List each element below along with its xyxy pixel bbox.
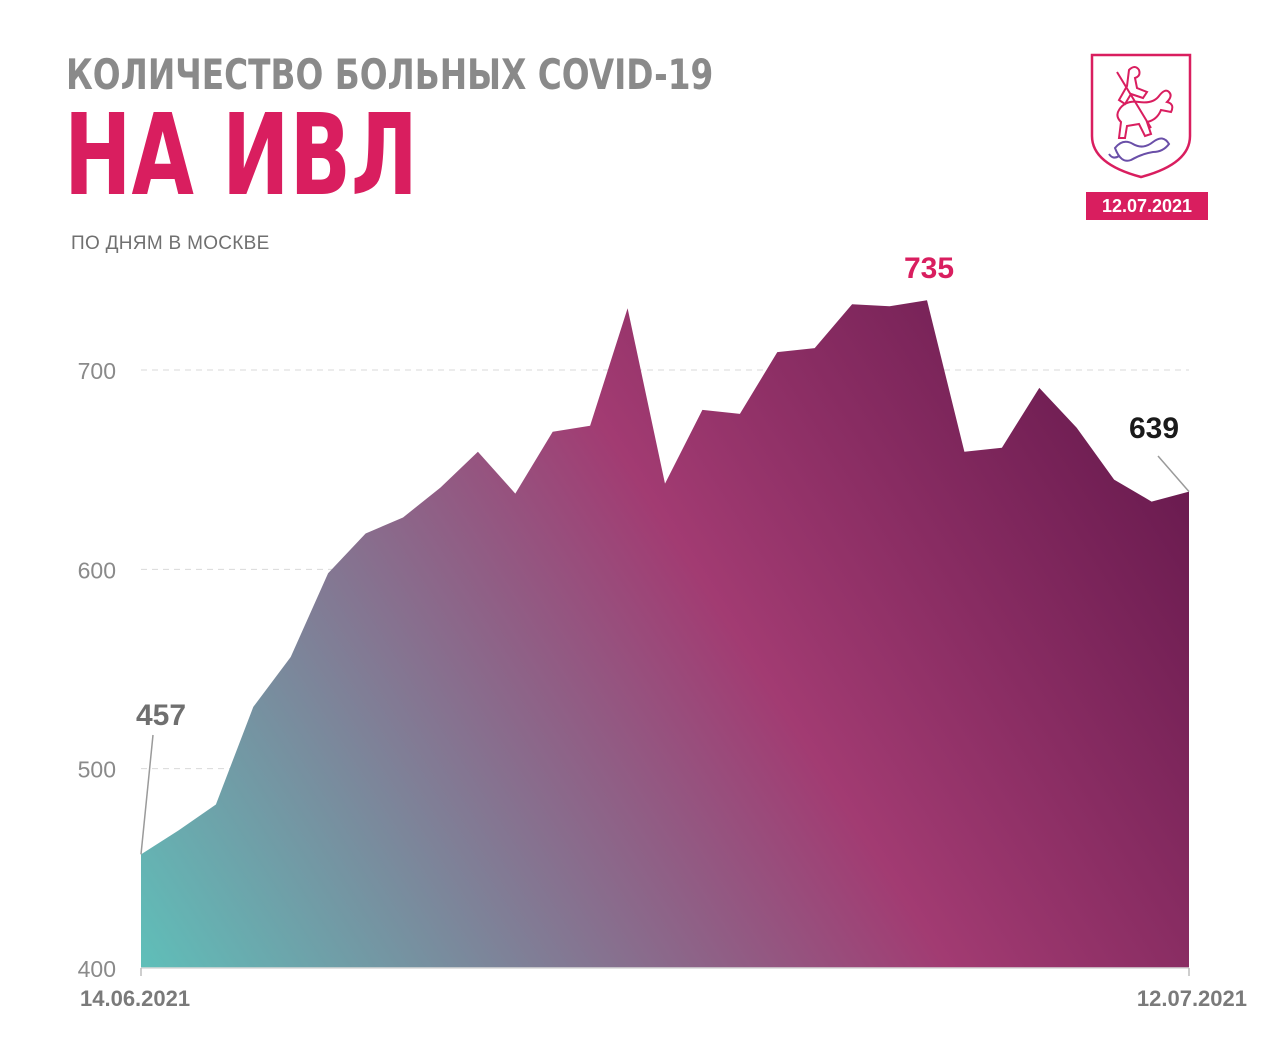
date-badge: 12.07.2021 xyxy=(1086,192,1208,220)
data-point xyxy=(1037,386,1041,390)
data-point xyxy=(663,482,667,486)
data-point xyxy=(962,450,966,454)
data-point xyxy=(1112,478,1116,482)
data-point xyxy=(176,829,180,833)
data-point xyxy=(813,346,817,350)
data-point xyxy=(1075,426,1079,430)
data-point xyxy=(476,450,480,454)
data-point xyxy=(214,803,218,807)
data-point xyxy=(289,655,293,659)
y-tick-label: 400 xyxy=(78,956,116,982)
annotation-leader xyxy=(140,734,154,855)
x-end-label: 12.07.2021 xyxy=(1137,986,1247,1011)
y-tick-label: 700 xyxy=(78,358,116,384)
data-point xyxy=(1150,500,1154,504)
annotation-leader xyxy=(1157,455,1190,493)
data-point xyxy=(551,430,555,434)
data-point xyxy=(513,492,517,496)
annotation-last-value: 639 xyxy=(1129,412,1179,445)
data-point xyxy=(775,350,779,354)
data-point xyxy=(326,571,330,575)
data-point xyxy=(850,302,854,306)
data-point xyxy=(925,298,929,302)
y-tick-label: 600 xyxy=(78,557,116,583)
annotation-first-value: 457 xyxy=(136,699,186,732)
y-tick-label: 500 xyxy=(78,757,116,783)
data-point xyxy=(700,408,704,412)
page-title: НА ИВЛ xyxy=(64,91,418,221)
x-start-label: 14.06.2021 xyxy=(80,986,190,1011)
data-point xyxy=(438,486,442,490)
data-point xyxy=(888,304,892,308)
title-top: КОЛИЧЕСТВО БОЛЬНЫХ COVID-19 xyxy=(66,50,714,99)
data-point xyxy=(738,412,742,416)
data-point xyxy=(626,306,630,310)
data-point xyxy=(364,532,368,536)
data-point xyxy=(251,705,255,709)
data-point xyxy=(401,516,405,520)
subtitle: ПО ДНЯМ В МОСКВЕ xyxy=(71,233,270,254)
annotation-max-value: 735 xyxy=(904,252,954,285)
data-point xyxy=(588,424,592,428)
data-point xyxy=(1000,446,1004,450)
moscow-coat-of-arms-icon xyxy=(1090,53,1192,179)
area-series xyxy=(141,300,1189,968)
